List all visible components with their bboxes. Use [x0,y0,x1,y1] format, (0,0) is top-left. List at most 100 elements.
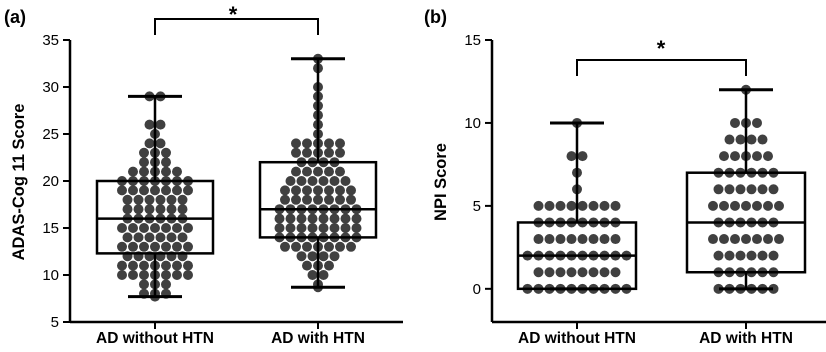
panel-a-data-point [324,194,334,205]
panel-a-data-point [302,138,312,149]
panel-a-data-point [117,185,127,196]
panel-a-data-point [351,223,362,233]
panel-b-data-point [746,250,757,261]
panel-a-data-point [324,241,334,252]
panel-a-data-point [161,166,171,177]
panel-a-data-point [161,260,171,271]
panel-a-data-point [139,185,149,196]
panel-b-data-point [719,200,729,211]
panel-a-data-point [340,213,351,224]
panel-b-y-tick-label: 0 [473,281,481,298]
panel-a-data-point [139,166,149,177]
panel-b-y-tick-label: 10 [464,115,481,132]
panel-b-data-point [544,267,555,278]
panel-a-data-point [285,176,296,186]
panel-b-data-point [533,267,544,278]
panel-a-data-point [128,270,138,280]
panel-a-data-point [183,185,193,196]
panel-a-data-point [291,185,301,196]
panel-b-significance-bracket [576,59,747,76]
panel-a-data-point [302,260,312,271]
panel-a-data-point [335,185,345,196]
panel-b-data-point [566,200,577,211]
panel-a-plot: 5 10 15 20 25 30 35 [42,18,403,331]
panel-b-data-point [713,250,724,261]
panel-b-data-point [730,117,740,128]
panel-b-data-point [610,200,621,211]
panel-a-data-point [329,251,340,262]
panel-b-data-point [752,200,762,211]
panel-a-data-point [335,194,345,205]
panel-a-data-point [161,157,171,168]
panel-a-data-point [161,279,171,290]
panel-a-data-point [318,176,329,186]
panel-a-label: (a) [4,7,26,27]
panel-b-data-point [577,267,588,278]
panel-b-data-point [719,234,729,245]
panel-b-data-point [757,184,768,195]
panel-b-data-point [533,200,544,211]
panel-a-data-point [144,232,155,243]
panel-b-data-point [544,200,555,211]
panel-a-data-point [183,223,193,233]
panel-b-significance-star: * [657,36,666,61]
panel-a-data-point [166,194,177,205]
panel-a-category-label-2: AD with HTN [271,330,365,347]
panel-b-data-point [610,234,621,245]
panel-a-data-point [177,232,188,243]
panel-a-data-point [335,166,345,177]
panel-a-data-point [324,260,334,271]
panel-a-data-point [280,241,290,252]
panel-a-data-point [128,185,138,196]
panel-a-data-point [285,213,296,224]
panel-a-data-point [302,185,312,196]
panel-a-data-point [307,213,318,224]
panel-a-data-point [161,147,171,158]
panel-b-data-point [708,234,718,245]
panel-a-data-point [172,241,182,252]
panel-a-data-point [122,194,133,205]
panel-a-data-point [183,260,193,271]
panel-a-data-point [335,241,345,252]
panel-b-data-point [774,200,784,211]
panel-b-data-point [555,234,566,245]
panel-a-data-point [335,138,345,149]
panel-a-data-point [128,260,138,271]
panel-a-data-point [335,147,345,158]
panel-a-data-point [307,176,318,186]
panel-a-data-point [346,241,356,252]
panel-a-y-axis-title: ADAS-Cog 11 Score [10,104,28,261]
panel-a-data-point [302,166,312,177]
panel-a-data-point [346,194,356,205]
panel-a-data-point [155,138,166,149]
panel-a-data-point [296,176,307,186]
panel-a-data-point [117,260,127,271]
panel-a-data-point [318,213,329,224]
panel-a-y-tick-label: 10 [42,267,59,284]
panel-a-data-point [307,270,318,280]
panel-b-category-label-1: AD without HTN [518,330,636,347]
panel-a-data-point [296,251,307,262]
panel-b-data-point [757,250,768,261]
panel-a-data-point [313,194,323,205]
panel-a-data-point [139,147,149,158]
panel-a-data-point [340,223,351,233]
panel-b-data-point [730,234,740,245]
panel-a-data-point [291,147,301,158]
panel-b-data-point [599,267,610,278]
panel-a-data-point [161,241,171,252]
panel-a-data-point [139,279,149,290]
panel-a-data-point [128,241,138,252]
panel-a-data-point [133,232,144,243]
panel-a-data-point [139,157,149,168]
panel-a-data-point [144,194,155,205]
panel-a-data-point [291,194,301,205]
panel-a-data-point [177,204,188,215]
panel-a-data-point [274,213,285,224]
panel-a-data-point [117,241,127,252]
panel-a-data-point [172,185,182,196]
panel-a-significance-star: * [229,2,238,27]
panel-a-data-point [324,185,334,196]
panel-a-data-point [302,147,312,158]
